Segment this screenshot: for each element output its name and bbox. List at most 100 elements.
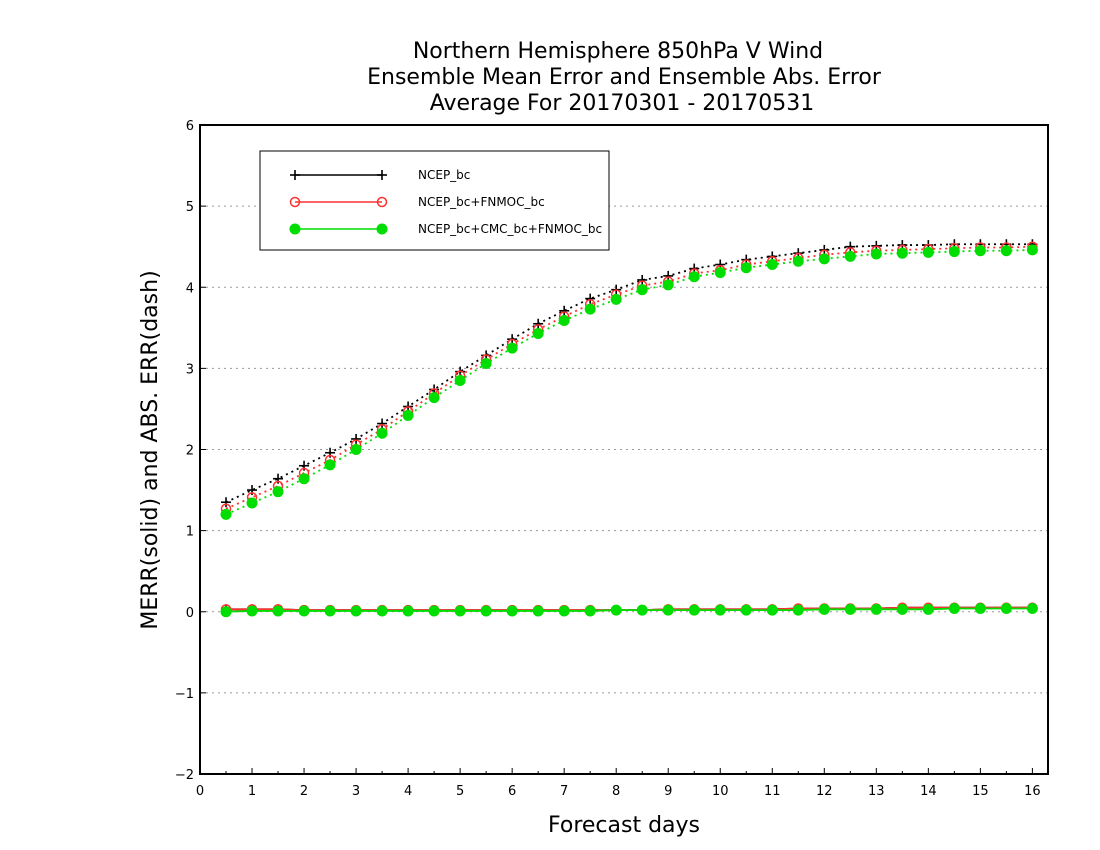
series-1 xyxy=(220,241,1038,616)
data-point xyxy=(428,392,440,404)
x-tick-label: 8 xyxy=(612,784,620,799)
legend-item: NCEP_bc+CMC_bc+FNMOC_bc xyxy=(289,222,602,236)
x-tick-label: 3 xyxy=(352,784,360,799)
data-point xyxy=(896,603,908,615)
x-tick-label: 0 xyxy=(196,784,204,799)
x-tick-label: 9 xyxy=(664,784,672,799)
data-point xyxy=(714,604,726,616)
data-point xyxy=(350,605,362,617)
chart-title-line-1: Northern Hemisphere 850hPa V Wind xyxy=(413,39,823,64)
data-point xyxy=(792,604,804,616)
merr-line xyxy=(225,607,1033,613)
data-point xyxy=(1026,244,1038,256)
data-point xyxy=(220,508,232,520)
data-point xyxy=(376,427,388,439)
data-point xyxy=(480,358,492,370)
data-point xyxy=(272,605,284,617)
x-tick-label: 1 xyxy=(248,784,256,799)
data-point xyxy=(428,605,440,617)
data-point xyxy=(402,409,414,421)
x-tick-label: 13 xyxy=(868,784,885,799)
x-axis-label: Forecast days xyxy=(548,813,700,838)
data-point xyxy=(480,605,492,617)
data-point xyxy=(377,418,388,429)
data-point xyxy=(610,293,622,305)
legend-item: NCEP_bc xyxy=(290,168,470,182)
data-point xyxy=(289,223,301,235)
series-2 xyxy=(220,244,1038,618)
y-tick-label: 3 xyxy=(186,362,194,377)
legend-label: NCEP_bc+FNMOC_bc xyxy=(418,195,545,209)
data-point xyxy=(350,444,362,455)
data-point xyxy=(818,253,830,265)
data-point xyxy=(766,604,778,616)
data-point xyxy=(289,196,301,208)
y-tick-label: 0 xyxy=(186,606,194,621)
data-point xyxy=(558,605,570,617)
data-point xyxy=(532,327,544,339)
y-tick-label: −2 xyxy=(175,768,194,783)
x-tick-label: 2 xyxy=(300,784,308,799)
data-point xyxy=(818,603,830,615)
legend-item: NCEP_bc+FNMOC_bc xyxy=(289,195,545,209)
data-point xyxy=(376,196,388,208)
data-point xyxy=(974,245,986,257)
legend-box xyxy=(259,150,610,251)
chart-title-line-2: Ensemble Mean Error and Ensemble Abs. Er… xyxy=(367,65,882,90)
chart-title: Northern Hemisphere 850hPa V Wind Ensemb… xyxy=(367,39,882,116)
series-0 xyxy=(221,239,1038,616)
data-point xyxy=(377,170,387,180)
data-point xyxy=(558,315,570,327)
x-tick-label: 7 xyxy=(560,784,568,799)
data-point xyxy=(766,259,778,271)
data-point xyxy=(662,279,674,291)
x-tick-label: 6 xyxy=(508,784,516,799)
legend-label: NCEP_bc xyxy=(418,168,470,182)
data-point xyxy=(610,604,622,616)
data-point xyxy=(532,605,544,617)
x-tick-label: 14 xyxy=(920,784,937,799)
y-tick-label: 6 xyxy=(186,119,194,134)
data-point xyxy=(376,223,388,235)
data-point xyxy=(870,603,882,615)
data-point xyxy=(1000,603,1012,615)
data-point xyxy=(584,303,596,315)
data-point xyxy=(559,305,570,316)
data-point xyxy=(402,605,414,617)
y-tick-label: 2 xyxy=(186,444,194,459)
data-point xyxy=(506,342,518,354)
data-point xyxy=(662,604,674,616)
chart-title-line-3: Average For 20170301 - 20170531 xyxy=(430,91,815,116)
data-point xyxy=(844,603,856,615)
y-axis-label: MERR(solid) and ABS. ERR(dash) xyxy=(138,270,163,629)
data-point xyxy=(454,375,466,387)
data-point xyxy=(246,605,258,617)
data-point xyxy=(585,293,596,304)
y-tick-label: 5 xyxy=(186,200,194,215)
data-point xyxy=(740,604,752,616)
data-point xyxy=(272,486,284,498)
data-point xyxy=(844,250,856,262)
data-point xyxy=(1026,603,1038,615)
x-tick-label: 12 xyxy=(816,784,833,799)
data-point xyxy=(220,606,232,618)
data-point xyxy=(636,604,648,616)
data-point xyxy=(922,603,934,615)
y-tick-label: −1 xyxy=(175,687,194,702)
data-point xyxy=(351,433,362,444)
legend: NCEP_bc NCEP_bc+FNMOC_bc NCEP_bc+CMC_bc+FN… xyxy=(259,150,610,251)
data-point xyxy=(688,604,700,616)
data-point xyxy=(740,262,752,274)
data-point xyxy=(324,459,336,471)
data-point xyxy=(714,267,726,279)
data-point xyxy=(974,603,986,615)
data-point xyxy=(506,605,518,617)
data-point xyxy=(845,241,856,252)
x-tick-label: 10 xyxy=(712,784,729,799)
data-point xyxy=(948,603,960,615)
data-point xyxy=(298,605,310,617)
data-point xyxy=(896,247,908,259)
abs-err-line xyxy=(225,249,1033,516)
data-point xyxy=(870,248,882,260)
